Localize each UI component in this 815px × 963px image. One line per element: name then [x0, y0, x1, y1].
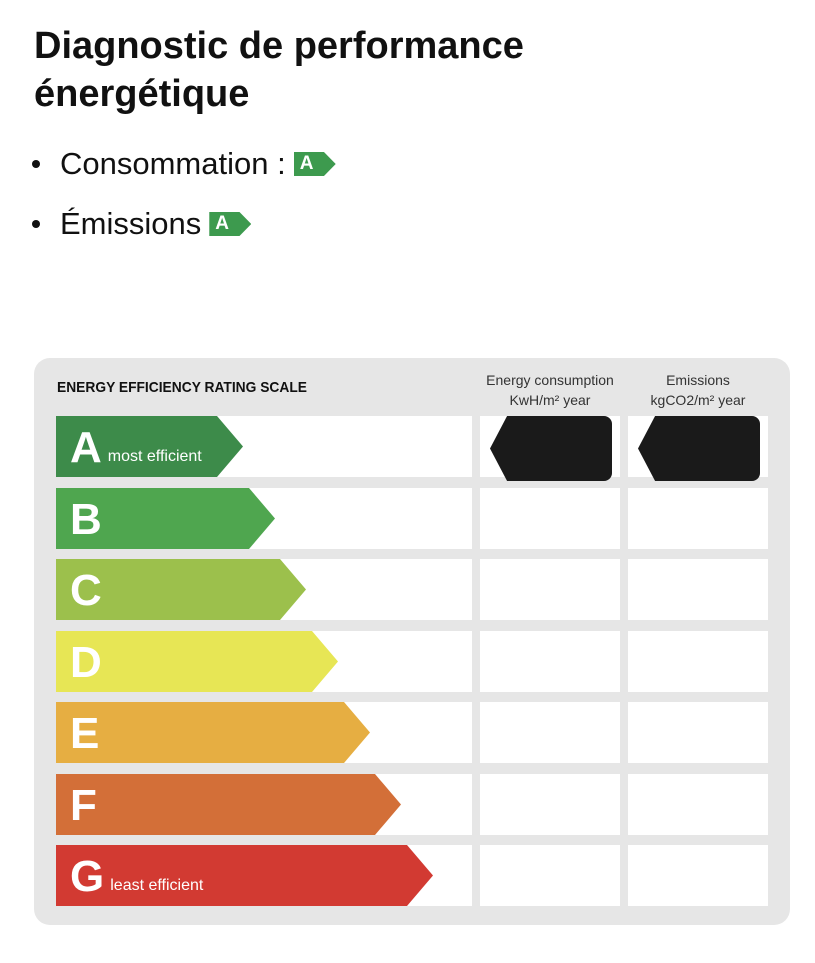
rating-arrow-c: C: [56, 559, 306, 620]
row-d-energy-cell: [480, 631, 620, 692]
rating-arrow-f: F: [56, 774, 401, 835]
emissions-column-header: Emissions kgCO2/m² year: [623, 370, 773, 410]
row-g-energy-cell: [480, 845, 620, 906]
rating-letter: F: [70, 781, 97, 830]
rating-arrow-g: G least efficient: [56, 845, 433, 906]
row-f-emissions-cell: [628, 774, 768, 835]
rating-arrow-d: D: [56, 631, 338, 692]
row-g-emissions-cell: [628, 845, 768, 906]
page-title: Diagnostic de performance énergétique: [34, 25, 524, 115]
energy-rating-marker: [490, 416, 612, 481]
emissions-unit: kgCO2/m² year: [650, 392, 746, 408]
row-b-energy-cell: [480, 488, 620, 549]
consumption-rating-badge: A: [293, 152, 336, 176]
rating-arrow-e: E: [56, 702, 370, 763]
row-f-energy-cell: [480, 774, 620, 835]
rating-arrow-a: A most efficient: [56, 416, 243, 477]
row-e-energy-cell: [480, 702, 620, 763]
row-b-emissions-cell: [628, 488, 768, 549]
bullet-dot: [32, 220, 40, 228]
rating-letter: G: [70, 852, 105, 901]
row-e-emissions-cell: [628, 702, 768, 763]
emissions-rating-badge: A: [209, 212, 252, 236]
rating-letter: D: [70, 638, 102, 687]
consumption-label: Consommation :: [60, 146, 286, 181]
rating-arrow-b: B: [56, 488, 275, 549]
row-d-emissions-cell: [628, 631, 768, 692]
energy-unit: KwH/m² year: [509, 392, 591, 408]
emissions-label: Émissions: [60, 206, 202, 241]
energy-header-line: Energy consumption: [486, 372, 614, 388]
emissions-rating-marker: [638, 416, 760, 481]
row-c-emissions-cell: [628, 559, 768, 620]
rating-sublabel: least efficient: [110, 877, 204, 894]
emissions-header-line: Emissions: [666, 372, 730, 388]
bullet-consumption: Consommation : A: [32, 146, 336, 182]
rating-letter: C: [70, 566, 102, 615]
rating-sublabel: most efficient: [107, 448, 202, 465]
rating-letter: E: [70, 709, 100, 758]
rating-letter: A: [70, 423, 102, 472]
row-c-energy-cell: [480, 559, 620, 620]
bullet-dot: [32, 160, 40, 168]
bullet-emissions: Émissions A: [32, 206, 252, 242]
energy-column-header: Energy consumption KwH/m² year: [475, 370, 625, 410]
rating-letter: B: [70, 495, 102, 544]
scale-title: ENERGY EFFICIENCY RATING SCALE: [57, 379, 307, 396]
